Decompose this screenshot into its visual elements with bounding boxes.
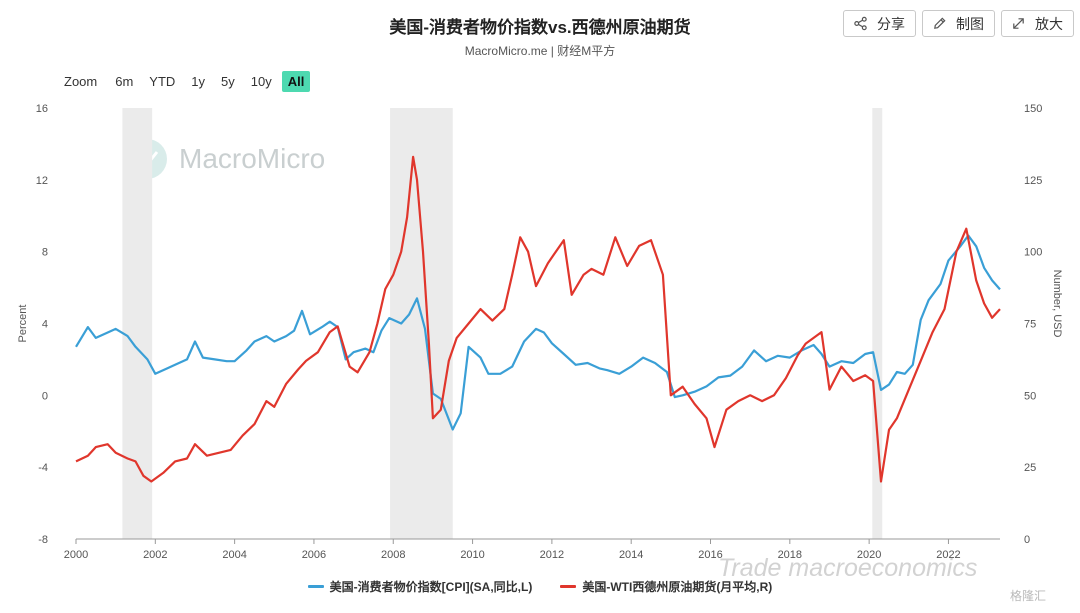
- left-tick-label--8: -8: [38, 534, 48, 546]
- legend-label-wti: 美国-WTI西德州原油期货(月平均,R): [582, 580, 773, 594]
- enlarge-button[interactable]: 放大: [1001, 10, 1074, 37]
- right-tick-label-25: 25: [1024, 462, 1036, 474]
- zoom-1y-button[interactable]: 1y: [191, 74, 206, 89]
- wti-series-line: [75, 155, 1001, 483]
- gelonghui-watermark: 格隆汇: [1010, 589, 1047, 603]
- x-tick-label-2008: 2008: [381, 549, 405, 561]
- zoom-label: Zoom: [64, 74, 98, 89]
- zoom-6m-button[interactable]: 6m: [115, 74, 134, 89]
- left-tick-label-12: 12: [36, 175, 48, 187]
- chart-title: 美国-消费者物价指数vs.西德州原油期货: [389, 18, 691, 37]
- draw-label: 制图: [956, 15, 984, 32]
- left-tick-label-4: 4: [42, 319, 48, 331]
- right-tick-label-75: 75: [1024, 319, 1036, 331]
- left-tick-label-0: 0: [42, 390, 48, 402]
- legend-item-cpi[interactable]: 美国-消费者物价指数[CPI](SA,同比,L): [307, 578, 533, 595]
- right-tick-label-100: 100: [1024, 247, 1042, 259]
- legend-swatch-cpi: [307, 585, 324, 588]
- x-tick-label-2012: 2012: [540, 549, 564, 561]
- chart-legend: 美国-消费者物价指数[CPI](SA,同比,L) 美国-WTI西德州原油期货(月…: [0, 578, 1080, 595]
- right-tick-label-150: 150: [1024, 103, 1042, 115]
- zoom-5y-button[interactable]: 5y: [221, 74, 235, 89]
- draw-button[interactable]: 制图: [922, 10, 995, 37]
- legend-swatch-wti: [560, 585, 577, 588]
- legend-label-cpi: 美国-消费者物价指数[CPI](SA,同比,L): [329, 580, 533, 594]
- left-tick-label--4: -4: [38, 462, 48, 474]
- zoom-10y-button[interactable]: 10y: [250, 74, 272, 89]
- left-tick-label-16: 16: [36, 103, 48, 115]
- chart-toolbar: 分享 制图 放大: [843, 10, 1074, 37]
- legend-item-wti[interactable]: 美国-WTI西德州原油期货(月平均,R): [560, 578, 772, 595]
- right-tick-label-125: 125: [1024, 175, 1042, 187]
- x-tick-label-2000: 2000: [64, 549, 88, 561]
- macromicro-watermark-text: MacroMicro: [179, 143, 326, 174]
- enlarge-label: 放大: [1035, 15, 1063, 32]
- x-tick-label-2020: 2020: [857, 549, 881, 561]
- left-axis-title: Percent: [17, 305, 29, 343]
- trade-watermark: Trade macroeconomics: [718, 554, 978, 582]
- x-tick-label-2002: 2002: [143, 549, 167, 561]
- recession-band-0: [122, 108, 153, 539]
- right-tick-label-0: 0: [1024, 534, 1030, 546]
- expand-icon: [1013, 18, 1024, 29]
- share-icon: [854, 16, 867, 31]
- x-tick-label-2016: 2016: [698, 549, 722, 561]
- x-tick-label-2022: 2022: [936, 549, 960, 561]
- left-tick-label-8: 8: [42, 247, 48, 259]
- right-tick-label-50: 50: [1024, 390, 1036, 402]
- share-button[interactable]: 分享: [843, 10, 916, 37]
- x-tick-label-2006: 2006: [302, 549, 326, 561]
- zoom-all-button[interactable]: All: [281, 71, 311, 92]
- cpi-series-line: [75, 234, 1001, 431]
- pencil-icon: [934, 17, 946, 29]
- x-tick-label-2014: 2014: [619, 549, 643, 561]
- x-tick-label-2004: 2004: [222, 549, 246, 561]
- x-tick-label-2010: 2010: [460, 549, 484, 561]
- chart-subtitle: MacroMicro.me | 财经M平方: [464, 44, 616, 58]
- zoom-range-selector: Zoom 6m YTD 1y 5y 10y All: [64, 71, 314, 92]
- zoom-ytd-button[interactable]: YTD: [149, 74, 176, 89]
- x-tick-label-2018: 2018: [778, 549, 802, 561]
- recession-band-2: [872, 108, 883, 539]
- share-label: 分享: [877, 15, 905, 32]
- right-axis-title: Number, USD: [1051, 270, 1063, 338]
